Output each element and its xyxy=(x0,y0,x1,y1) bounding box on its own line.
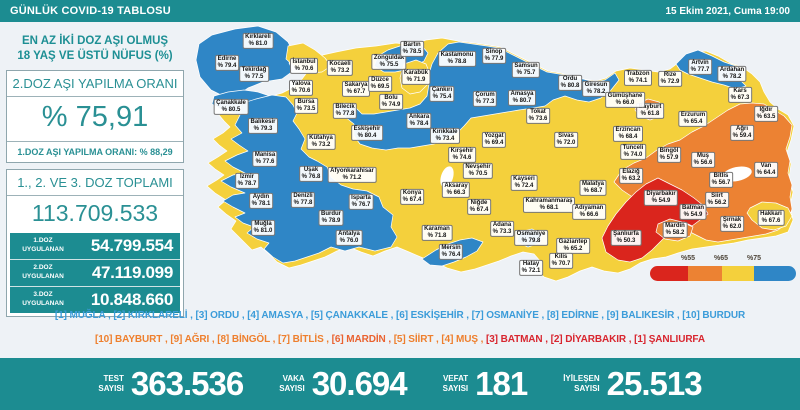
vaccination-panel: EN AZ İKİ DOZ AŞI OLMUŞ 18 YAŞ VE ÜSTÜ N… xyxy=(6,34,184,317)
legend-red-segment xyxy=(650,266,688,281)
rank-item-BALIKESİR: [9] BALIKESİR , xyxy=(606,310,683,321)
rank-item-AĞRI: [9] AĞRI , xyxy=(170,334,218,345)
rank-item-OSMANİYE: [7] OSMANİYE , xyxy=(471,310,547,321)
dose-1-line1: 1.DOZ xyxy=(33,237,53,245)
bottom-provinces-list: [10] BAYBURT , [9] AĞRI , [8] BİNGÖL , [… xyxy=(0,334,800,345)
second-dose-box: 2.DOZ AŞI YAPILMA ORANI % 75,91 1.DOZ AŞ… xyxy=(6,69,184,163)
rank-item-BİTLİS: [7] BİTLİS , xyxy=(277,334,332,345)
stat-test-label: TEST SAYISI xyxy=(98,374,124,394)
rank-item-MUŞ: [4] MUŞ , xyxy=(441,334,486,345)
legend-label-55: %55 xyxy=(680,255,696,262)
dose-row-3-value: 10.848.660 xyxy=(90,289,173,309)
rank-item-BAYBURT: [10] BAYBURT , xyxy=(94,334,171,345)
dose-row-2: 2.DOZ UYGULANAN 47.119.099 xyxy=(10,260,180,287)
total-doses-box: 1., 2. VE 3. DOZ TOPLAMI 113.709.533 1.D… xyxy=(6,168,184,317)
stat-vaka: VAKA SAYISI 30.694 xyxy=(279,365,408,403)
stat-vaka-label: VAKA SAYISI xyxy=(279,374,305,394)
rank-item-MUĞLA: [1] MUĞLA , xyxy=(54,310,114,321)
first-dose-line: 1.DOZ AŞI YAPILMA ORANI: % 88,29 xyxy=(7,140,183,162)
top-provinces-list: [1] MUĞLA , [2] KIRKLARELİ , [3] ORDU , … xyxy=(0,310,800,321)
stat-vaka-label-line2: SAYISI xyxy=(279,384,305,393)
region-thrace xyxy=(195,25,295,98)
second-dose-value: % 75,91 xyxy=(7,95,183,141)
rank-item-BİNGÖL: [8] BİNGÖL , xyxy=(217,334,278,345)
second-dose-label: 2.DOZ AŞI YAPILMA ORANI xyxy=(12,75,178,91)
stat-vefat-label-line2: SAYISI xyxy=(442,384,469,393)
dose-breakdown: 1.DOZ UYGULANAN 54.799.554 2.DOZ UYGULAN… xyxy=(10,232,180,313)
dose-row-2-value: 47.119.099 xyxy=(91,262,173,282)
rank-item-DİYARBAKIR: [2] DİYARBAKIR , xyxy=(550,334,635,345)
stat-iyilesen: İYİLEŞEN SAYISI 25.513 xyxy=(563,365,703,403)
dose-row-1-label: 1.DOZ UYGULANAN xyxy=(12,237,74,255)
stat-test-value: 363.536 xyxy=(130,365,244,402)
rank-item-AMASYA: [4] AMASYA , xyxy=(247,310,311,321)
stat-iyilesen-label: İYİLEŞEN SAYISI xyxy=(563,374,599,394)
dose-row-3: 3.DOZ UYGULANAN 10.848.660 xyxy=(10,287,180,313)
stat-vefat-label-line1: VEFAT xyxy=(442,374,469,383)
panel-title: EN AZ İKİ DOZ AŞI OLMUŞ 18 YAŞ VE ÜSTÜ N… xyxy=(6,34,184,64)
dose-3-line2: UYGULANAN xyxy=(22,299,64,307)
rank-item-ESKİŞEHİR: [6] ESKİŞEHİR , xyxy=(396,310,472,321)
map-legend: %55 %65 %75 xyxy=(650,255,796,281)
stat-vaka-value: 30.694 xyxy=(311,365,408,402)
rank-item-SİİRT: [5] SİİRT , xyxy=(393,334,442,345)
dose-2-line2: UYGULANAN xyxy=(22,272,64,280)
legend-labels: %55 %65 %75 xyxy=(650,255,796,265)
header-date: 15 Ekim 2021, Cuma 19:00 xyxy=(665,5,790,17)
stat-iyilesen-label-line1: İYİLEŞEN xyxy=(563,374,600,383)
region-istanbul xyxy=(285,42,332,74)
legend-orange-segment xyxy=(687,266,722,281)
dose-2-line1: 2.DOZ xyxy=(33,264,53,272)
rank-item-ÇANAKKALE: [5] ÇANAKKALE , xyxy=(310,310,396,321)
page-title: GÜNLÜK COVID-19 TABLOSU xyxy=(10,5,171,17)
dose-row-2-label: 2.DOZ UYGULANAN xyxy=(12,264,74,282)
dose-row-3-label: 3.DOZ UYGULANAN xyxy=(12,291,74,309)
dose-row-1-value: 54.799.554 xyxy=(90,235,173,255)
stat-iyilesen-label-line2: SAYISI xyxy=(574,384,600,393)
legend-label-75: %75 xyxy=(746,255,762,262)
dose-3-line1: 3.DOZ xyxy=(33,291,53,299)
stat-vefat-label: VEFAT SAYISI xyxy=(443,374,469,394)
stat-iyilesen-value: 25.513 xyxy=(606,365,703,402)
legend-blue-segment xyxy=(753,266,796,281)
panel-title-line1: EN AZ İKİ DOZ AŞI OLMUŞ xyxy=(21,35,169,47)
stat-vaka-label-line1: VAKA xyxy=(282,374,305,383)
legend-yellow-segment xyxy=(721,266,754,281)
legend-color-bar xyxy=(650,266,796,281)
rank-item-KIRKLARELİ: [2] KIRKLARELİ , xyxy=(113,310,196,321)
rank-item-BATMAN: [3] BATMAN , xyxy=(485,334,551,345)
rank-item-EDİRNE: [8] EDİRNE , xyxy=(546,310,607,321)
legend-label-65: %65 xyxy=(713,255,729,262)
rank-item-ORDU: [3] ORDU , xyxy=(195,310,248,321)
stat-test-label-line2: SAYISI xyxy=(98,384,124,393)
stat-vefat-value: 181 xyxy=(475,365,528,402)
rank-item-BURDUR: [10] BURDUR xyxy=(682,310,746,321)
stat-vefat: VEFAT SAYISI 181 xyxy=(443,365,529,403)
panel-title-line2: 18 YAŞ VE ÜSTÜ NÜFUS (%) xyxy=(17,49,173,62)
stat-test-label-line1: TEST xyxy=(103,374,124,383)
total-doses-value: 113.709.533 xyxy=(7,194,183,233)
header-bar: GÜNLÜK COVID-19 TABLOSU 15 Ekim 2021, Cu… xyxy=(0,0,800,22)
dose-row-1: 1.DOZ UYGULANAN 54.799.554 xyxy=(10,233,180,260)
footer-stats-bar: TEST SAYISI 363.536 VAKA SAYISI 30.694 V… xyxy=(0,358,800,410)
rank-item-MARDİN: [6] MARDİN , xyxy=(331,334,394,345)
stat-test: TEST SAYISI 363.536 xyxy=(98,365,244,403)
total-doses-label: 1., 2. VE 3. DOZ TOPLAMI xyxy=(17,174,173,190)
rank-item-ŞANLIURFA: [1] ŞANLIURFA xyxy=(634,334,706,345)
dose-1-line2: UYGULANAN xyxy=(22,245,64,253)
